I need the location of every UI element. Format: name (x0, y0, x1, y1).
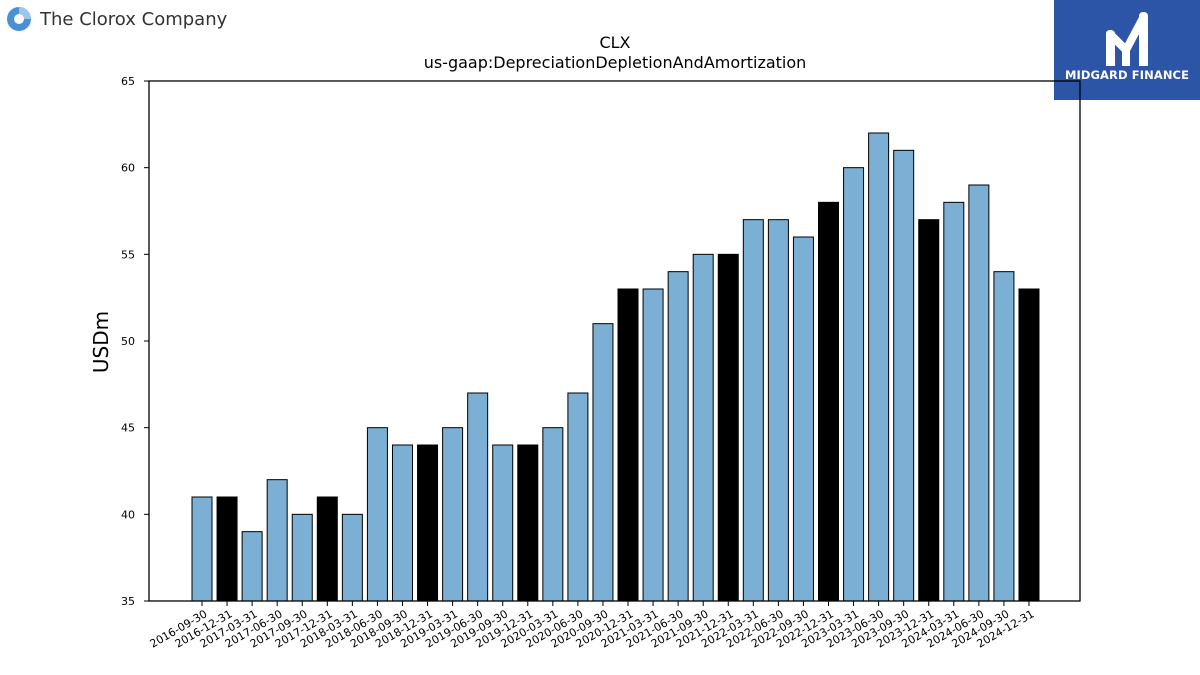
bar (266, 479, 288, 602)
bar (692, 253, 714, 602)
bar (843, 167, 865, 602)
bar (993, 271, 1015, 602)
bar (893, 149, 915, 602)
bar (943, 201, 965, 602)
publisher-logo-icon (1106, 12, 1148, 66)
bar (717, 253, 739, 602)
y-tick-label: 60 (121, 162, 135, 175)
bar (667, 271, 689, 602)
bar (918, 219, 940, 602)
bar (868, 132, 890, 602)
bar (642, 288, 664, 602)
bar (442, 427, 464, 602)
bar (467, 392, 489, 602)
publisher-name: MIDGARD FINANCE (1064, 68, 1190, 82)
y-tick-label: 55 (121, 248, 135, 261)
company-name: The Clorox Company (40, 8, 228, 30)
bar (291, 513, 313, 602)
company-logo-icon (7, 7, 31, 31)
bar (767, 219, 789, 602)
bar (316, 496, 338, 602)
plot-frame (148, 80, 1081, 602)
chart-subtitle: us-gaap:DepreciationDepletionAndAmortiza… (424, 53, 807, 72)
chart-title: CLX (599, 33, 630, 52)
plot-area: 354045505560652016-09-302016-12-312017-0… (121, 75, 1081, 651)
publisher-badge: MIDGARD FINANCE (1054, 0, 1200, 100)
y-tick-label: 45 (121, 422, 135, 435)
bar (492, 444, 514, 602)
bar (818, 201, 839, 602)
bar (542, 427, 564, 602)
y-tick-label: 50 (121, 335, 135, 348)
bar (191, 496, 213, 602)
bar (391, 444, 413, 602)
bar (742, 219, 764, 602)
y-tick-label: 65 (121, 75, 135, 88)
bar (617, 288, 639, 602)
y-tick-label: 35 (121, 595, 135, 608)
bar (366, 427, 388, 602)
bar (517, 444, 539, 602)
y-tick-label: 40 (121, 508, 135, 521)
bar (592, 323, 614, 602)
bar (216, 496, 238, 602)
bar (567, 392, 589, 602)
bar (241, 531, 263, 602)
bar (341, 513, 363, 602)
company-brand: The Clorox Company (6, 6, 227, 32)
bar (417, 444, 439, 602)
bar (792, 236, 814, 602)
bar (1018, 288, 1040, 602)
y-axis-label: USDm (89, 311, 113, 373)
bar (968, 184, 990, 602)
